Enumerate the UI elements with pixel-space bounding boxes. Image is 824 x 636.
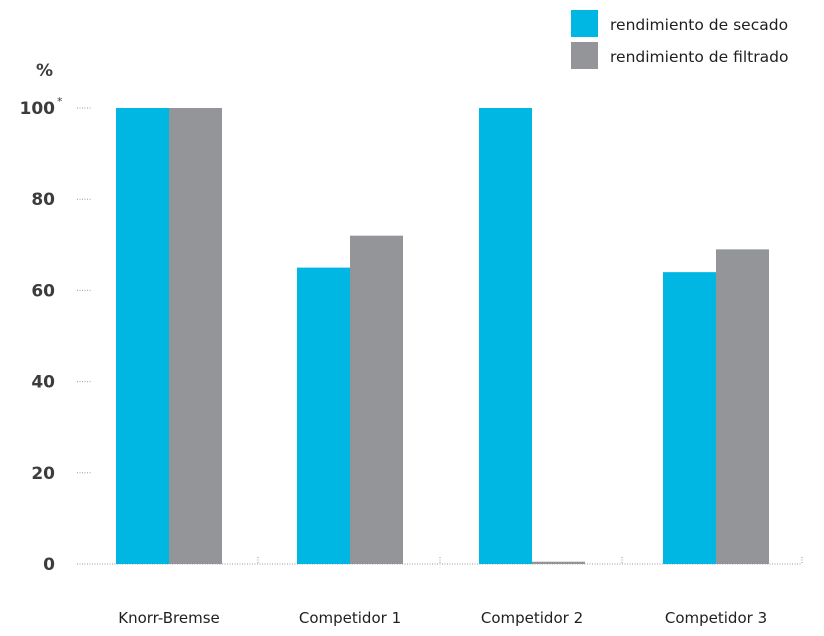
x-tick-label: Competidor 1	[299, 609, 401, 627]
legend-swatch	[571, 42, 598, 69]
bar-filtrado-1	[169, 108, 222, 564]
bars	[116, 108, 769, 565]
x-tick-label: Competidor 2	[481, 609, 583, 627]
y-tick-label: 40	[31, 373, 55, 393]
bar-secado-1	[116, 108, 169, 564]
y-tick-label: 20	[31, 464, 55, 484]
y-axis: 0 20 40 60 80 100 *	[20, 95, 91, 575]
legend: rendimiento de secado rendimiento de filt…	[571, 10, 788, 69]
x-tick-label: Competidor 3	[665, 609, 767, 627]
legend-swatch	[571, 10, 598, 37]
bar-filtrado-4	[716, 249, 769, 565]
bar-secado-4	[663, 272, 716, 564]
y-tick-label: 0	[43, 555, 55, 575]
bar-filtrado-2	[350, 235, 403, 564]
y-tick-label: 80	[31, 190, 55, 210]
x-tick-label: Knorr-Bremse	[118, 609, 220, 627]
legend-label: rendimiento de filtrado	[610, 48, 788, 66]
bar-filtrado-3	[532, 561, 585, 564]
y-tick-label: 100	[20, 99, 56, 119]
y-axis-label: %	[36, 61, 53, 81]
legend-label: rendimiento de secado	[610, 16, 788, 34]
y-tick-footnote-mark: *	[57, 95, 63, 108]
bar-secado-3	[479, 108, 532, 564]
bar-secado-2	[297, 267, 350, 564]
x-tick-labels: Knorr-Bremse Competidor 1 Competidor 2 Comp…	[118, 609, 767, 627]
y-tick-label: 60	[31, 281, 55, 301]
